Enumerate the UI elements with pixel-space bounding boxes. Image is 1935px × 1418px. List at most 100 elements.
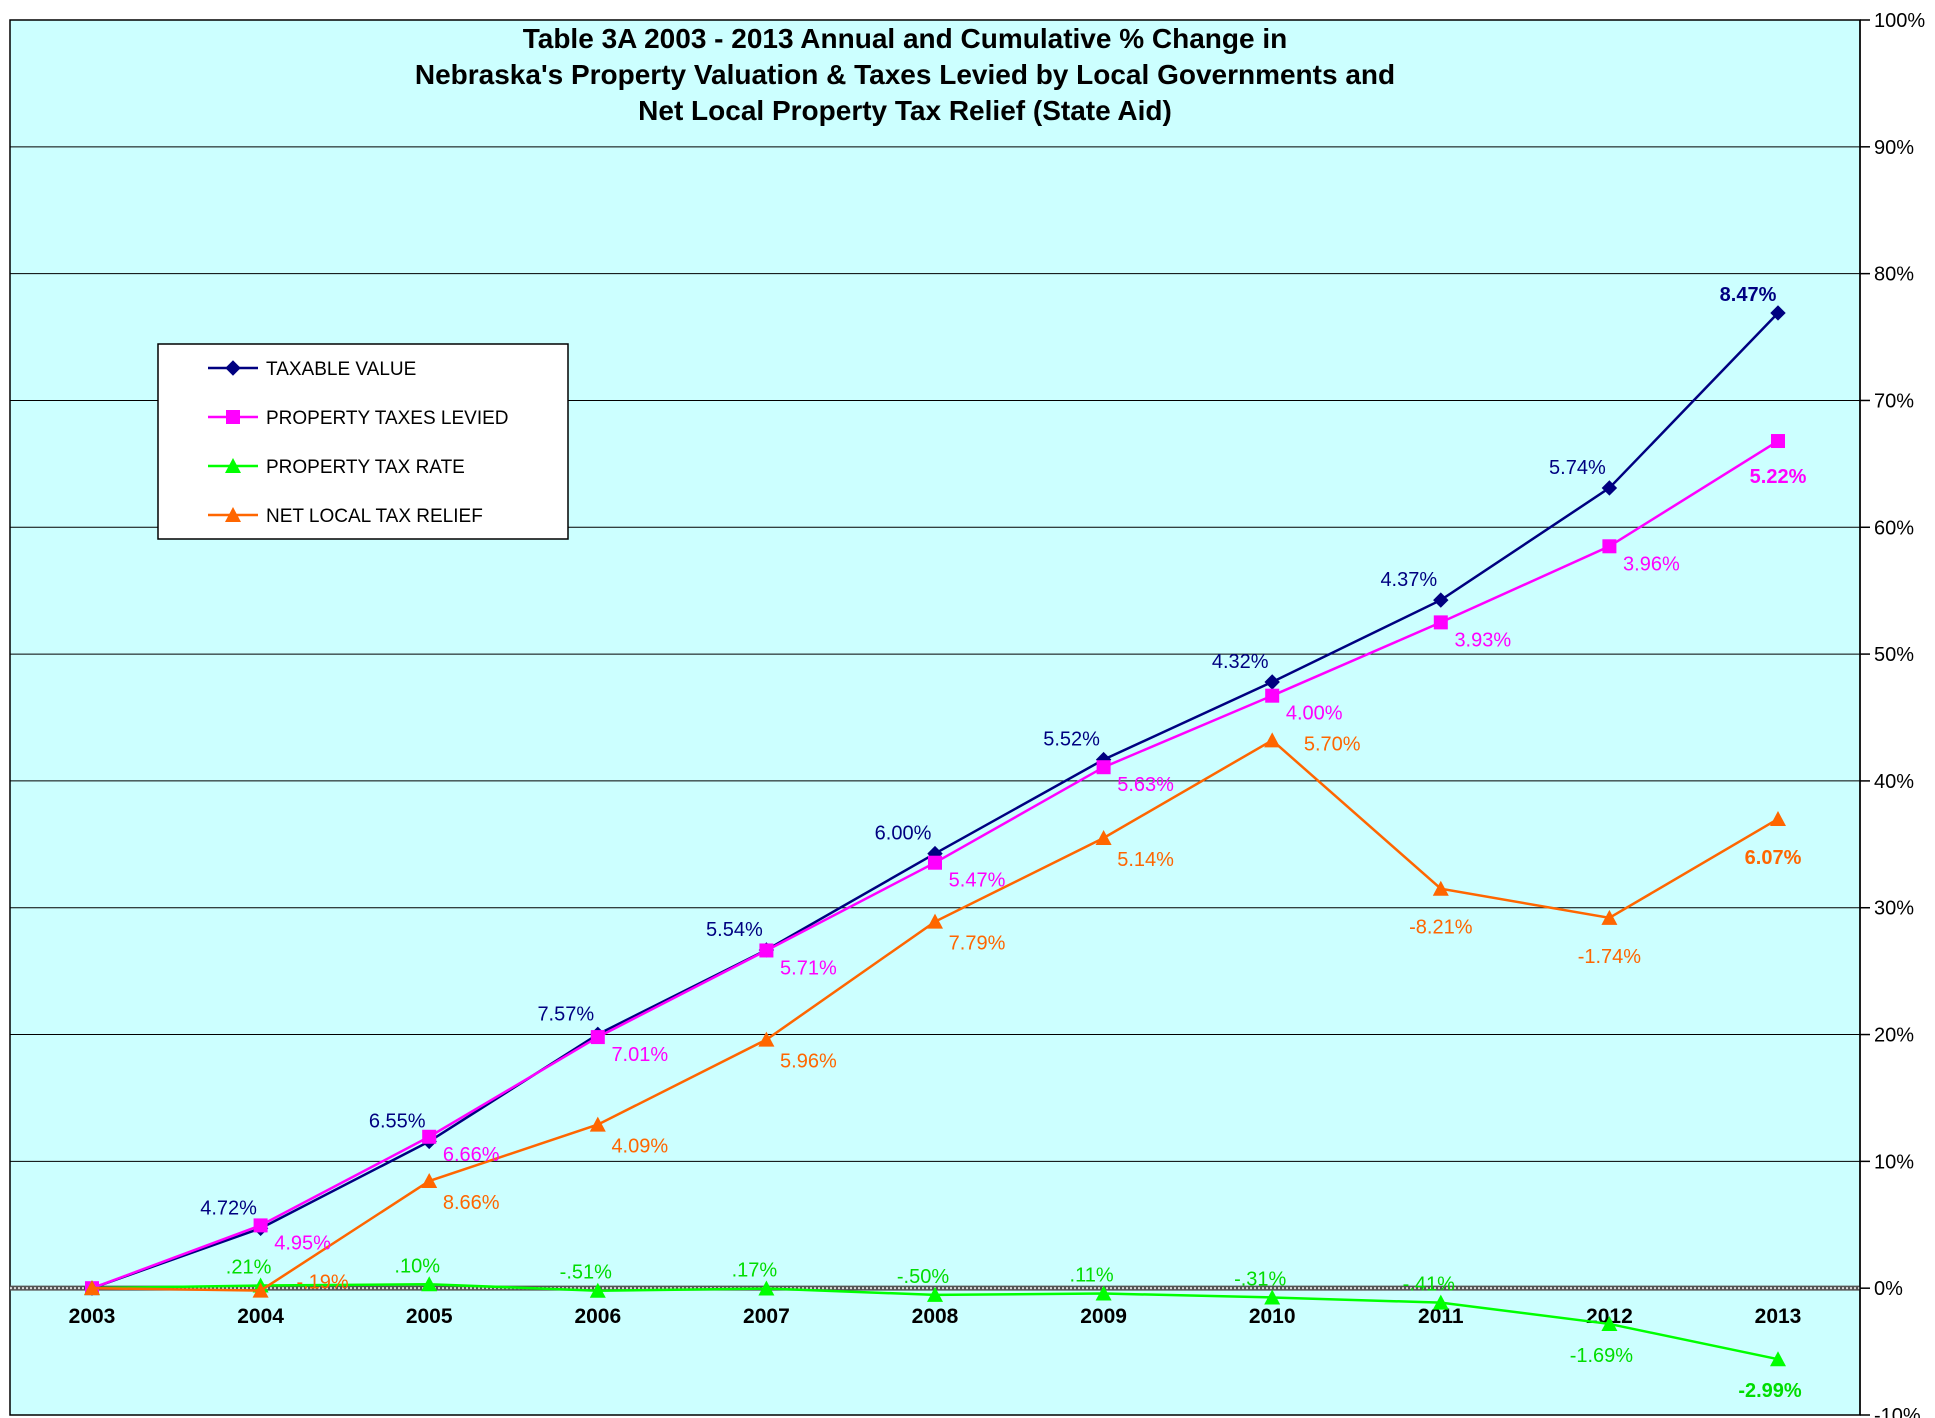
data-point (1770, 810, 1786, 826)
legend-box (157, 343, 569, 540)
data-point (589, 1282, 606, 1298)
legend-label: PROPERTY TAXES LEVIED (266, 408, 509, 429)
data-point (1433, 615, 1448, 630)
plot-background (9, 19, 1861, 1416)
data-point (253, 1218, 268, 1233)
data-label: 5.70% (1304, 733, 1361, 755)
x-tick-label: 2005 (406, 1305, 453, 1328)
y-tick-label: 10% (1874, 1151, 1914, 1173)
y-tick-label: 20% (1874, 1025, 1914, 1047)
data-label: 5.96% (780, 1051, 837, 1073)
data-point (422, 1129, 437, 1144)
data-point (1601, 1315, 1618, 1331)
legend-marker (225, 458, 241, 473)
data-label: 4.95% (274, 1232, 331, 1254)
x-tick-label: 2003 (69, 1305, 116, 1328)
legend-label: NET LOCAL TAX RELIEF (266, 506, 483, 527)
data-point (590, 1030, 605, 1045)
data-point (1265, 688, 1280, 703)
y-tick-label: 80% (1874, 264, 1914, 286)
legend-marker (225, 360, 241, 376)
data-point (1770, 305, 1786, 321)
data-label: -.19% (296, 1272, 348, 1294)
data-label: -1.69% (1570, 1345, 1634, 1367)
y-tick-label: 0% (1874, 1278, 1903, 1300)
data-point (1095, 1285, 1112, 1301)
y-tick-label: 50% (1874, 644, 1914, 666)
data-point (84, 1280, 100, 1296)
data-label: -2.99% (1738, 1380, 1802, 1402)
data-point (1770, 1351, 1786, 1367)
data-label: 7.57% (537, 1003, 594, 1025)
data-point (927, 913, 943, 929)
data-point (1095, 829, 1112, 845)
legend-marker (225, 507, 241, 522)
data-labels: 4.72% 6.55% 7.57% 5.54% 6.00% 5.52% 4.32% 4.37%… (200, 284, 1806, 1402)
legend: TAXABLE VALUE PROPERTY TAXES LEVIED PROPER… (157, 343, 569, 540)
data-label: .10% (394, 1255, 440, 1277)
y-tick-label: 100% (1874, 10, 1925, 32)
data-label: 6.55% (369, 1110, 426, 1132)
data-point (928, 855, 942, 870)
y-tick-label: -10% (1874, 1405, 1921, 1418)
data-point (252, 1282, 269, 1298)
x-tick-label: 2010 (1249, 1305, 1296, 1328)
data-label: 6.66% (443, 1144, 500, 1166)
x-tick-label: 2013 (1755, 1305, 1802, 1328)
data-point (927, 1286, 943, 1302)
data-label: 5.52% (1043, 729, 1100, 751)
data-point (759, 943, 774, 958)
data-label: .11% (1070, 1265, 1114, 1287)
data-point (758, 1031, 775, 1047)
data-point (1601, 909, 1618, 925)
data-label: 5.22% (1750, 466, 1807, 488)
x-tick-label: 2004 (237, 1305, 284, 1328)
chart-title: Table 3A 2003 - 2013 Annual and Cumulati… (415, 23, 1395, 126)
data-point (1264, 732, 1281, 748)
series-group (84, 305, 1786, 1367)
data-label: 6.00% (875, 823, 932, 845)
data-label: 5.71% (780, 957, 837, 979)
data-point (1096, 760, 1111, 775)
data-point (1601, 480, 1618, 496)
data-point (421, 1276, 438, 1292)
data-label: -.41% (1403, 1274, 1455, 1296)
data-point (1432, 880, 1449, 896)
y-axis: -10% 0% 10% 20% 30% 40% 50% 60% 70% 80% 90% 100% (1859, 10, 1925, 1418)
data-label: 7.01% (611, 1044, 668, 1066)
data-label: -1.74% (1578, 946, 1642, 968)
data-label: 5.47% (949, 870, 1006, 892)
data-label: 8.66% (443, 1192, 500, 1214)
data-label: 8.47% (1720, 284, 1777, 306)
data-point (1771, 434, 1785, 449)
data-label: 5.74% (1549, 457, 1606, 479)
y-tick-label: 90% (1874, 137, 1914, 159)
data-label: .21% (226, 1257, 272, 1279)
data-point (421, 1173, 438, 1189)
data-point (1602, 539, 1617, 554)
data-label: 4.72% (200, 1197, 257, 1219)
data-label: 4.37% (1380, 569, 1437, 591)
title-line: Nebraska's Property Valuation & Taxes Le… (415, 59, 1395, 90)
title-line: Net Local Property Tax Relief (State Aid… (638, 95, 1172, 126)
x-tick-label: 2009 (1080, 1305, 1127, 1328)
data-label: 3.93% (1454, 629, 1511, 651)
y-tick-label: 30% (1874, 898, 1914, 920)
data-label: -8.21% (1409, 917, 1473, 939)
data-label: -.51% (560, 1262, 612, 1284)
x-tick-label: 2008 (912, 1305, 959, 1328)
data-point (1264, 1289, 1281, 1305)
data-label: -.31% (1234, 1268, 1286, 1290)
x-tick-label: 2007 (743, 1305, 790, 1328)
data-point (1432, 1294, 1449, 1310)
title-line: Table 3A 2003 - 2013 Annual and Cumulati… (523, 23, 1288, 54)
y-tick-label: 60% (1874, 517, 1914, 539)
legend-label: TAXABLE VALUE (266, 359, 416, 380)
y-tick-label: 70% (1874, 390, 1914, 412)
legend-marker (226, 410, 240, 424)
x-tick-label: 2006 (574, 1305, 621, 1328)
data-point (1433, 592, 1449, 608)
data-label: 5.14% (1117, 849, 1174, 871)
data-label: 3.96% (1623, 553, 1680, 575)
